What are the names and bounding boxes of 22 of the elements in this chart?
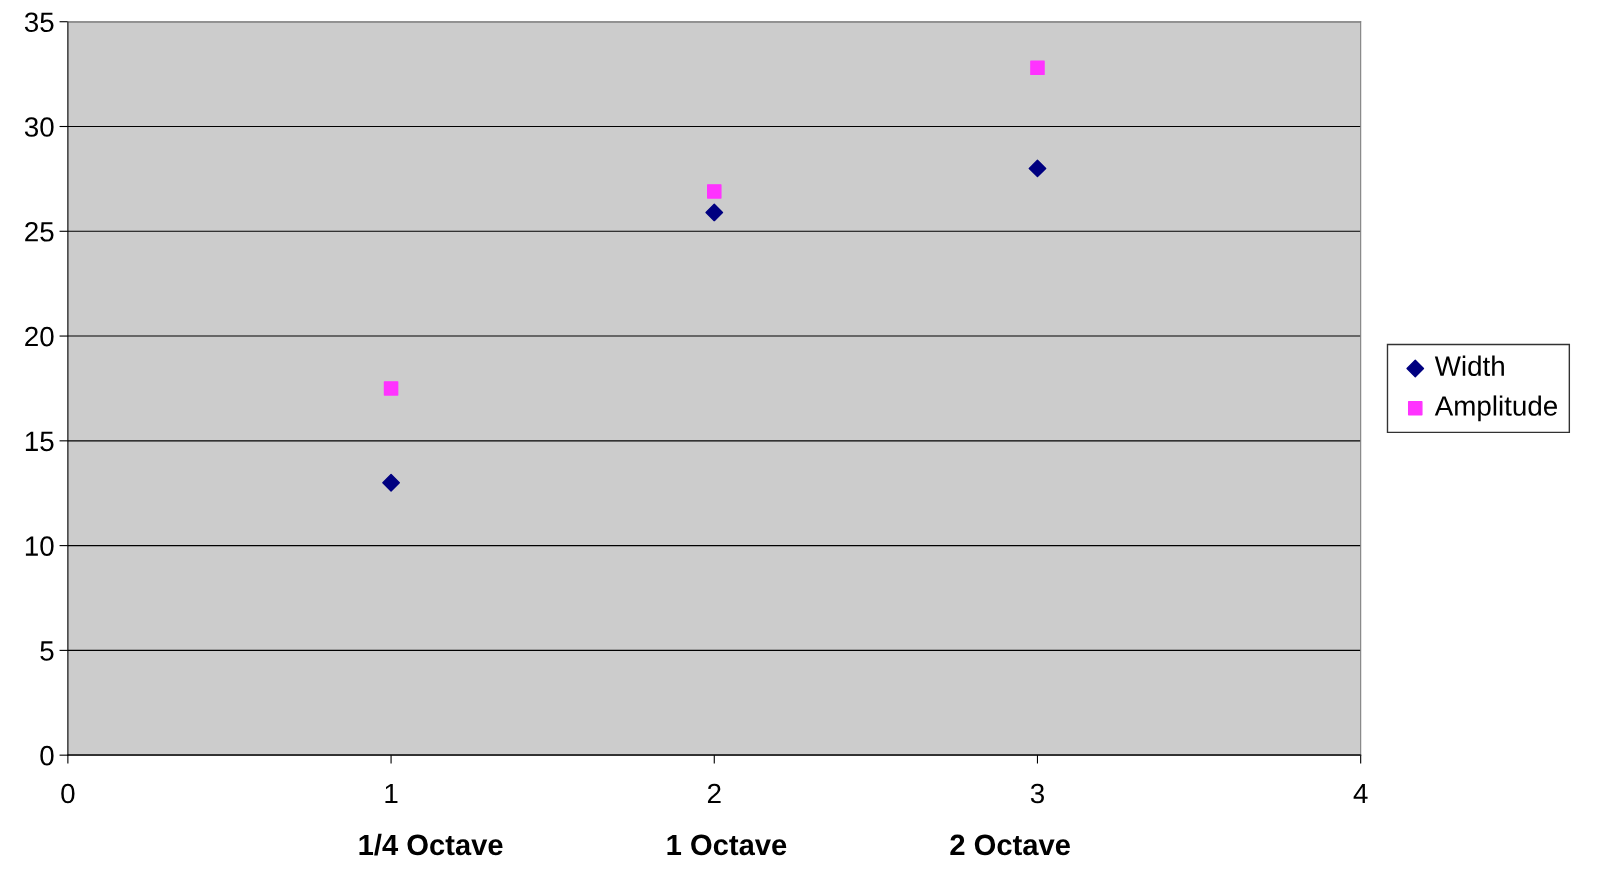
y-tick-label: 30	[24, 117, 54, 137]
y-tick-label: 35	[24, 12, 54, 33]
point	[706, 184, 722, 199]
legend-label: Amplitude	[1434, 395, 1557, 422]
x-tick-label: 1	[385, 783, 398, 804]
y-tick-label: 20	[25, 326, 54, 347]
point	[382, 473, 400, 492]
point	[1030, 60, 1045, 76]
x-tick-label: 4	[1353, 783, 1368, 804]
y-tick-label: 5	[40, 641, 54, 661]
y-tick-label: 0	[40, 745, 54, 766]
point	[1028, 159, 1047, 178]
legend-label: Width	[1434, 355, 1504, 377]
x-axis-title: 1/4 Octave 1 Octave 2 Octave	[359, 833, 1070, 856]
x-tick-label: 2	[707, 783, 721, 804]
y-tick-label: 25	[25, 221, 54, 242]
y-tick-label: 10	[25, 536, 54, 556]
x-tick-label: 0	[61, 783, 75, 804]
y-tick-label: 15	[25, 431, 54, 452]
point	[705, 203, 724, 222]
x-tick-label: 3	[1030, 783, 1044, 804]
point	[383, 381, 399, 396]
